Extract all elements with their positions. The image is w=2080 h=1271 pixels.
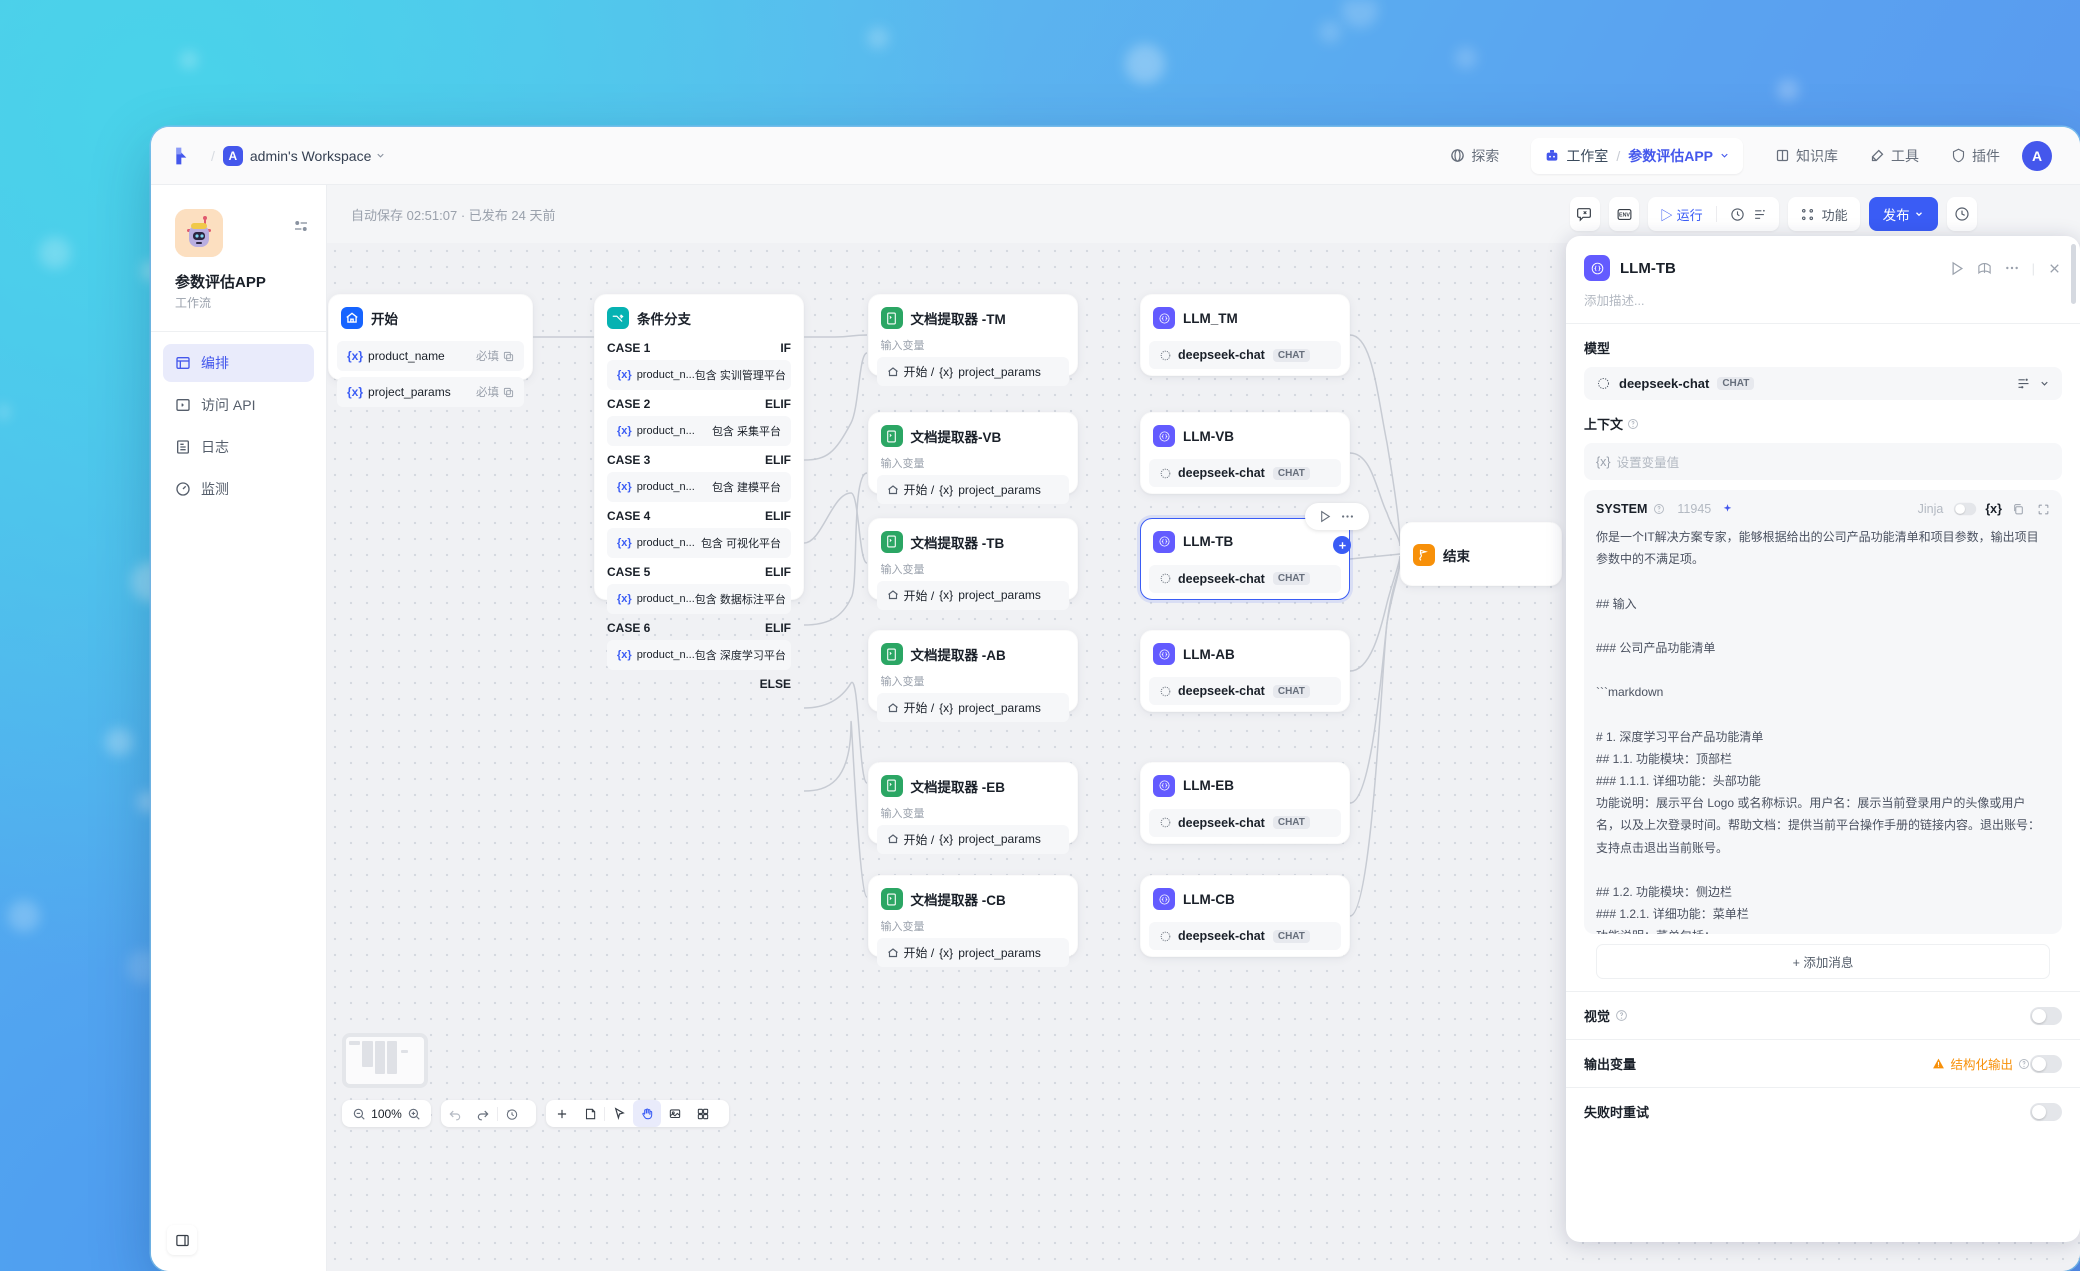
- svg-text:ENV: ENV: [1619, 212, 1630, 218]
